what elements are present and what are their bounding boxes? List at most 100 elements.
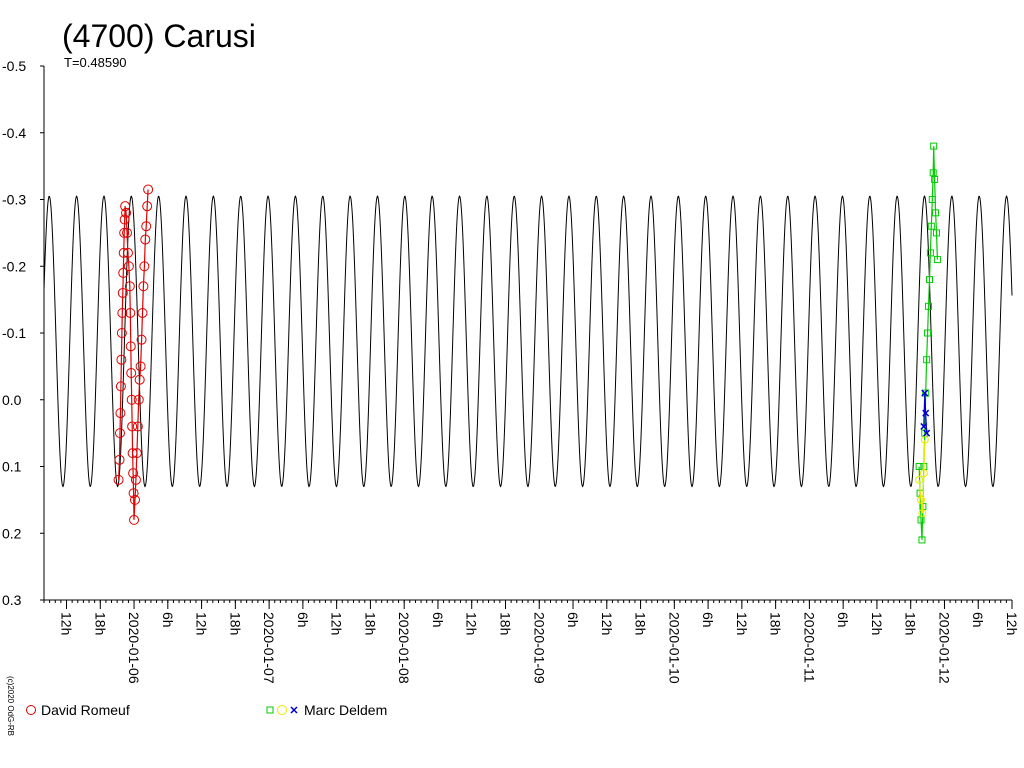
data-point (125, 341, 136, 352)
data-point (918, 536, 926, 544)
x-tick-label: 2020-01-06 (126, 612, 142, 684)
y-tick-label: -0.1 (2, 325, 26, 341)
data-point (131, 448, 142, 459)
series-3 (920, 389, 931, 437)
x-tick-label: 12h (1004, 612, 1020, 635)
data-point (119, 227, 130, 238)
data-point (121, 207, 132, 218)
data-point (918, 509, 927, 518)
data-point (133, 394, 144, 405)
data-point (127, 421, 138, 432)
series-trend-line (918, 146, 938, 540)
x-tick-label: 6h (160, 612, 176, 628)
legend-marker (277, 705, 287, 715)
legend-marker (290, 706, 298, 714)
data-point (128, 468, 139, 479)
data-point (116, 328, 127, 338)
data-point (118, 247, 129, 258)
x-ticks: 12h 18h 2020-01-06 6h 12h 18h 2020-01-07 6h 12h 1… (43, 600, 1020, 684)
data-point (923, 429, 931, 437)
legend-marker (26, 705, 36, 715)
y-tick-label: 0.1 (2, 459, 22, 475)
data-point (129, 494, 140, 505)
x-tick-label: 6h (970, 612, 986, 628)
legend-label: Marc Deldem (304, 702, 387, 718)
x-tick-label: 2020-01-12 (936, 612, 952, 684)
data-point (928, 196, 936, 203)
data-point (931, 175, 939, 183)
x-tick-label: 12h (329, 612, 345, 635)
data-point (143, 184, 154, 195)
x-tick-label: 6h (295, 612, 311, 628)
y-tick-label: -0.5 (2, 58, 26, 74)
data-point (927, 222, 935, 230)
x-tick-label: 18h (497, 612, 513, 635)
data-point (132, 421, 143, 432)
data-point (139, 261, 150, 272)
data-point (919, 469, 928, 478)
data-point (119, 214, 130, 225)
data-point (125, 307, 136, 318)
series-0 (113, 184, 154, 525)
data-point (126, 368, 137, 379)
data-point (115, 408, 126, 419)
series-trend-line (118, 189, 149, 520)
x-tick-label: 12h (194, 612, 210, 635)
x-tick-label: 6h (835, 612, 851, 628)
data-point (923, 356, 931, 364)
data-point (140, 234, 151, 245)
data-point (917, 495, 926, 504)
x-tick-label: 12h (59, 612, 75, 635)
x-tick-label: 2020-01-11 (801, 612, 817, 683)
y-tick-label: -0.3 (2, 192, 26, 208)
x-tick-label: 18h (92, 612, 108, 635)
data-point (127, 448, 138, 459)
chart-title: (4700) Carusi (62, 18, 256, 54)
data-point (924, 329, 932, 337)
data-point (120, 201, 131, 212)
legend-marker (266, 706, 274, 714)
x-tick-label: 18h (362, 612, 378, 635)
data-point (920, 435, 929, 444)
data-point (922, 389, 930, 397)
x-tick-label: 18h (768, 612, 784, 635)
x-tick-label: 18h (633, 612, 649, 635)
credit-text: (c)2020 OdG-RB (6, 676, 15, 736)
data-point (135, 361, 146, 372)
data-point (116, 354, 127, 365)
x-tick-label: 2020-01-07 (261, 612, 277, 684)
x-tick-label: 18h (227, 612, 243, 635)
data-point (929, 169, 937, 177)
data-point (130, 474, 141, 485)
data-point (136, 334, 147, 345)
data-point (925, 276, 933, 284)
data-point (122, 227, 133, 238)
data-point (117, 307, 128, 318)
data-point (933, 256, 941, 264)
data-point (117, 287, 128, 298)
series-trend-line (918, 439, 926, 514)
data-point (920, 422, 928, 430)
x-tick-label: 6h (430, 612, 446, 628)
legend-item: David Romeuf (26, 702, 130, 718)
y-tick-label: 0.2 (2, 525, 22, 541)
data-points (113, 142, 941, 544)
y-tick-label: -0.4 (2, 125, 26, 141)
data-point (118, 267, 129, 278)
data-point (123, 261, 134, 272)
data-point (138, 281, 149, 292)
data-point (922, 409, 930, 417)
y-tick-label: 0.3 (2, 592, 22, 608)
data-point (915, 475, 924, 484)
data-point (142, 201, 153, 212)
x-tick-label: 2020-01-10 (666, 612, 682, 684)
data-point (129, 514, 140, 525)
data-point (932, 229, 940, 237)
data-point (921, 389, 929, 397)
legend-label: David Romeuf (41, 702, 130, 718)
series-2 (915, 435, 929, 518)
data-point (137, 307, 148, 318)
data-point (141, 221, 152, 232)
data-point (128, 488, 139, 499)
